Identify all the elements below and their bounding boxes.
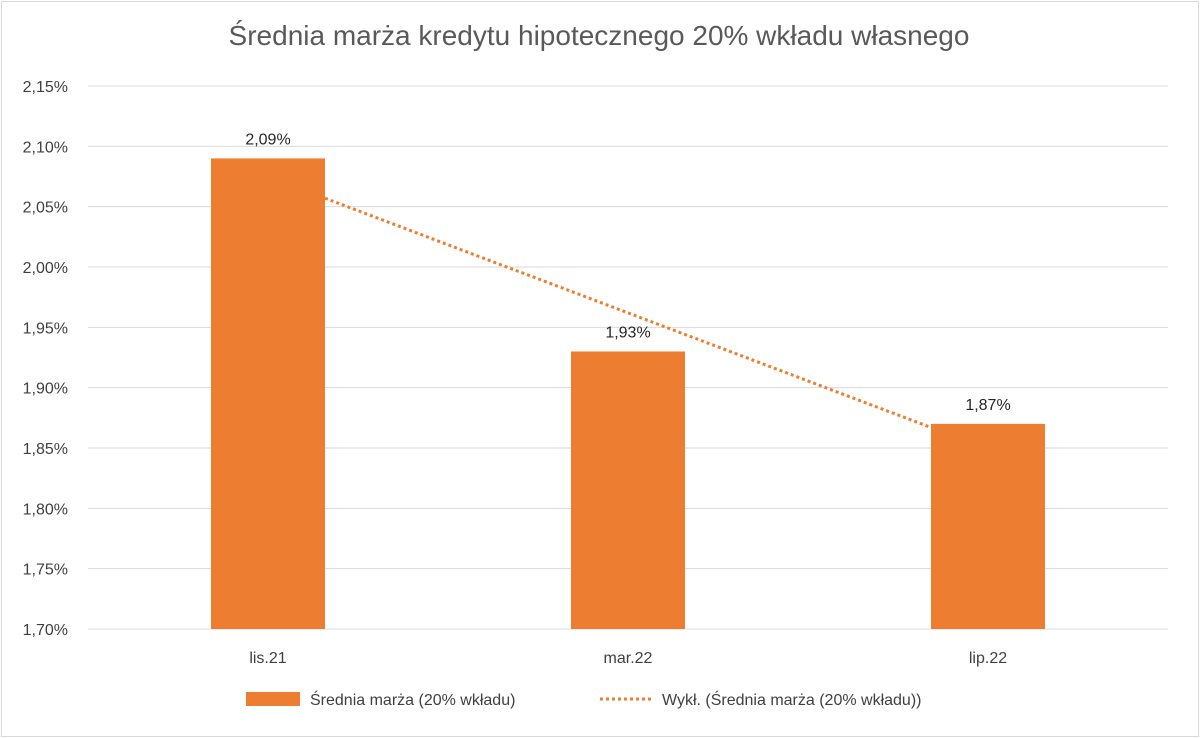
y-tick-label: 1,85% <box>23 441 68 458</box>
y-tick-label: 2,05% <box>23 200 68 217</box>
legend-swatch-series <box>246 692 300 706</box>
x-tick-label: mar.22 <box>604 650 653 667</box>
y-axis-ticks: 1,70% 1,75% 1,80% 1,85% 1,90% 1,95% 2,00% 2,05%… <box>23 79 68 639</box>
data-labels: 2,09% 1,93% 1,87% <box>245 131 1010 413</box>
bars <box>211 158 1045 629</box>
y-tick-label: 1,90% <box>23 381 68 398</box>
chart-title: Średnia marża kredytu hipotecznego 20% w… <box>228 20 970 51</box>
bar <box>571 351 685 629</box>
y-tick-label: 1,80% <box>23 501 68 518</box>
y-tick-label: 2,00% <box>23 260 68 277</box>
y-tick-label: 1,70% <box>23 622 68 639</box>
x-tick-label: lis.21 <box>249 650 286 667</box>
y-tick-label: 1,75% <box>23 562 68 579</box>
data-label: 2,09% <box>245 131 290 148</box>
x-axis-categories: lis.21 mar.22 lip.22 <box>249 650 1007 667</box>
data-label: 1,93% <box>605 324 650 341</box>
y-tick-label: 2,15% <box>23 79 68 96</box>
y-tick-label: 1,95% <box>23 320 68 337</box>
legend-label-series: Średnia marża (20% wkładu) <box>310 690 515 709</box>
bar <box>211 158 325 629</box>
y-tick-label: 2,10% <box>23 139 68 156</box>
data-label: 1,87% <box>965 397 1010 414</box>
legend: Średnia marża (20% wkładu) Wykł. (Średnia… <box>246 690 921 709</box>
bar <box>931 423 1045 629</box>
x-tick-label: lip.22 <box>969 650 1007 667</box>
legend-label-trendline: Wykł. (Średnia marża (20% wkładu)) <box>662 690 921 709</box>
